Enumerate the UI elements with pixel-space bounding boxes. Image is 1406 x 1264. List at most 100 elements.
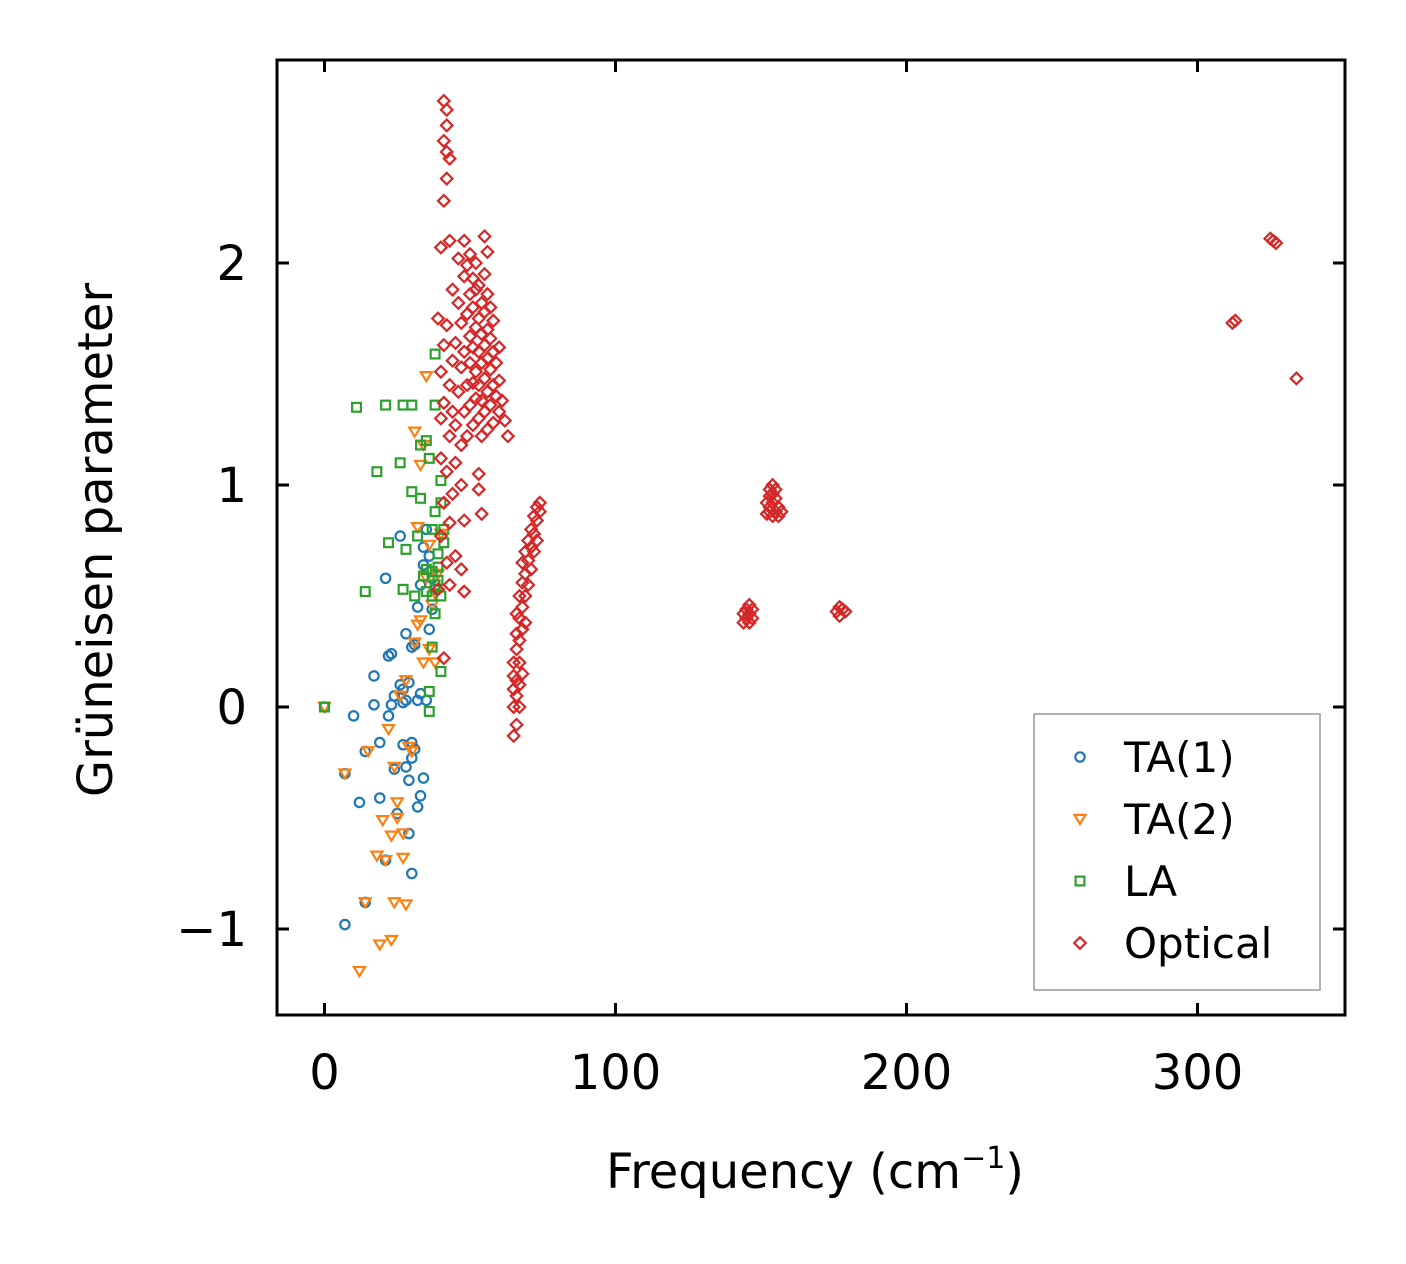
point-optical-31	[448, 548, 463, 564]
point-optical-86	[477, 229, 492, 244]
point-la-12	[409, 590, 421, 602]
point-optical-39	[453, 477, 469, 493]
point-la-3	[371, 466, 383, 478]
point-ta1-3	[347, 710, 360, 722]
point-ta1-1	[339, 918, 351, 931]
point-optical-57	[462, 246, 478, 262]
point-optical-106	[494, 393, 510, 408]
point-optical-55	[462, 328, 478, 344]
legend-marker-ta2	[1072, 813, 1088, 827]
point-la-13	[412, 530, 424, 542]
point-ta2-13	[386, 897, 402, 910]
y-tick-label: 1	[216, 458, 247, 514]
data-points	[317, 93, 1304, 979]
point-ta1-27	[400, 627, 412, 640]
point-optical-121	[512, 677, 527, 693]
point-la-24	[426, 641, 438, 653]
point-optical-21	[442, 577, 457, 593]
point-la-4	[380, 399, 392, 411]
point-optical-38	[453, 562, 469, 577]
point-optical-67	[468, 255, 484, 271]
point-optical-115	[509, 688, 524, 704]
point-optical-35	[451, 384, 466, 400]
point-optical-95	[483, 331, 498, 346]
point-la-9	[400, 543, 412, 555]
x-tick-label: 300	[1152, 1045, 1244, 1101]
point-optical-26	[442, 151, 457, 166]
point-optical-17	[439, 171, 455, 186]
y-tick-label: 2	[216, 236, 247, 292]
axis-ticks: 0 100 200 300 −1 0 1 2	[176, 60, 1345, 1101]
point-optical-43	[456, 584, 472, 599]
legend-label: Optical	[1124, 919, 1272, 968]
point-ta2-34	[421, 644, 437, 657]
point-optical-114	[509, 717, 524, 733]
point-ta1-47	[420, 523, 433, 536]
point-optical-155	[742, 615, 757, 630]
point-ta2-8	[378, 854, 394, 868]
point-optical-4	[433, 411, 449, 426]
point-ta1-38	[411, 601, 424, 613]
point-optical-0	[430, 582, 446, 597]
x-axis-title: Frequency (cm−1)	[606, 1141, 1024, 1200]
point-optical-54	[462, 355, 478, 371]
point-optical-15	[439, 464, 455, 480]
legend-marker-optical	[1072, 935, 1088, 951]
point-la-37	[435, 665, 447, 677]
point-ta2-38	[430, 568, 446, 581]
point-optical-141	[526, 544, 542, 559]
point-optical-14	[439, 555, 455, 571]
point-optical-80	[474, 506, 489, 522]
point-optical-142	[526, 526, 542, 542]
point-optical-36	[451, 295, 466, 311]
point-optical-8	[436, 495, 452, 511]
point-optical-144	[529, 533, 545, 548]
point-ta2-9	[381, 723, 396, 737]
point-la-10	[406, 399, 418, 411]
point-optical-30	[445, 282, 460, 297]
point-optical-131	[517, 615, 533, 630]
point-optical-126	[515, 666, 530, 682]
point-ta1-33	[406, 867, 418, 880]
legend-box	[1033, 713, 1321, 991]
point-optical-37	[451, 251, 466, 266]
point-ta1-13	[382, 710, 395, 722]
point-optical-123	[512, 633, 527, 648]
y-axis-title: Grüneisen parameter	[68, 283, 124, 798]
point-ta2-26	[410, 521, 426, 535]
point-ta2-2	[351, 965, 367, 979]
point-optical-34	[448, 335, 463, 351]
point-optical-157	[744, 610, 760, 626]
plot-frame	[275, 58, 1347, 1017]
point-optical-164	[765, 508, 780, 524]
point-optical-61	[465, 300, 481, 315]
point-la-8	[397, 583, 409, 595]
point-optical-24	[442, 377, 457, 393]
point-optical-40	[453, 437, 469, 453]
x-tick-label: 0	[309, 1045, 340, 1101]
point-optical-46	[456, 344, 472, 360]
x-tick-label: 200	[861, 1045, 953, 1101]
point-optical-173	[774, 504, 789, 519]
point-optical-132	[517, 588, 533, 604]
point-optical-92	[480, 244, 495, 260]
point-optical-2	[433, 528, 449, 544]
point-la-2	[359, 586, 371, 598]
point-ta2-27	[413, 615, 428, 628]
point-ta2-3	[357, 897, 373, 910]
point-optical-128	[515, 599, 530, 615]
legend-label: LA	[1124, 857, 1177, 906]
point-optical-147	[532, 504, 548, 519]
point-optical-12	[436, 133, 452, 149]
point-ta2-6	[372, 939, 388, 952]
point-optical-109	[506, 728, 521, 744]
point-optical-103	[491, 404, 507, 420]
point-optical-135	[520, 577, 536, 593]
point-ta2-32	[418, 370, 434, 384]
point-ta2-29	[415, 657, 431, 670]
point-optical-145	[529, 513, 545, 528]
point-optical-11	[436, 193, 452, 209]
point-optical-3	[433, 451, 449, 466]
point-la-20	[423, 685, 435, 697]
point-optical-148	[532, 495, 548, 511]
